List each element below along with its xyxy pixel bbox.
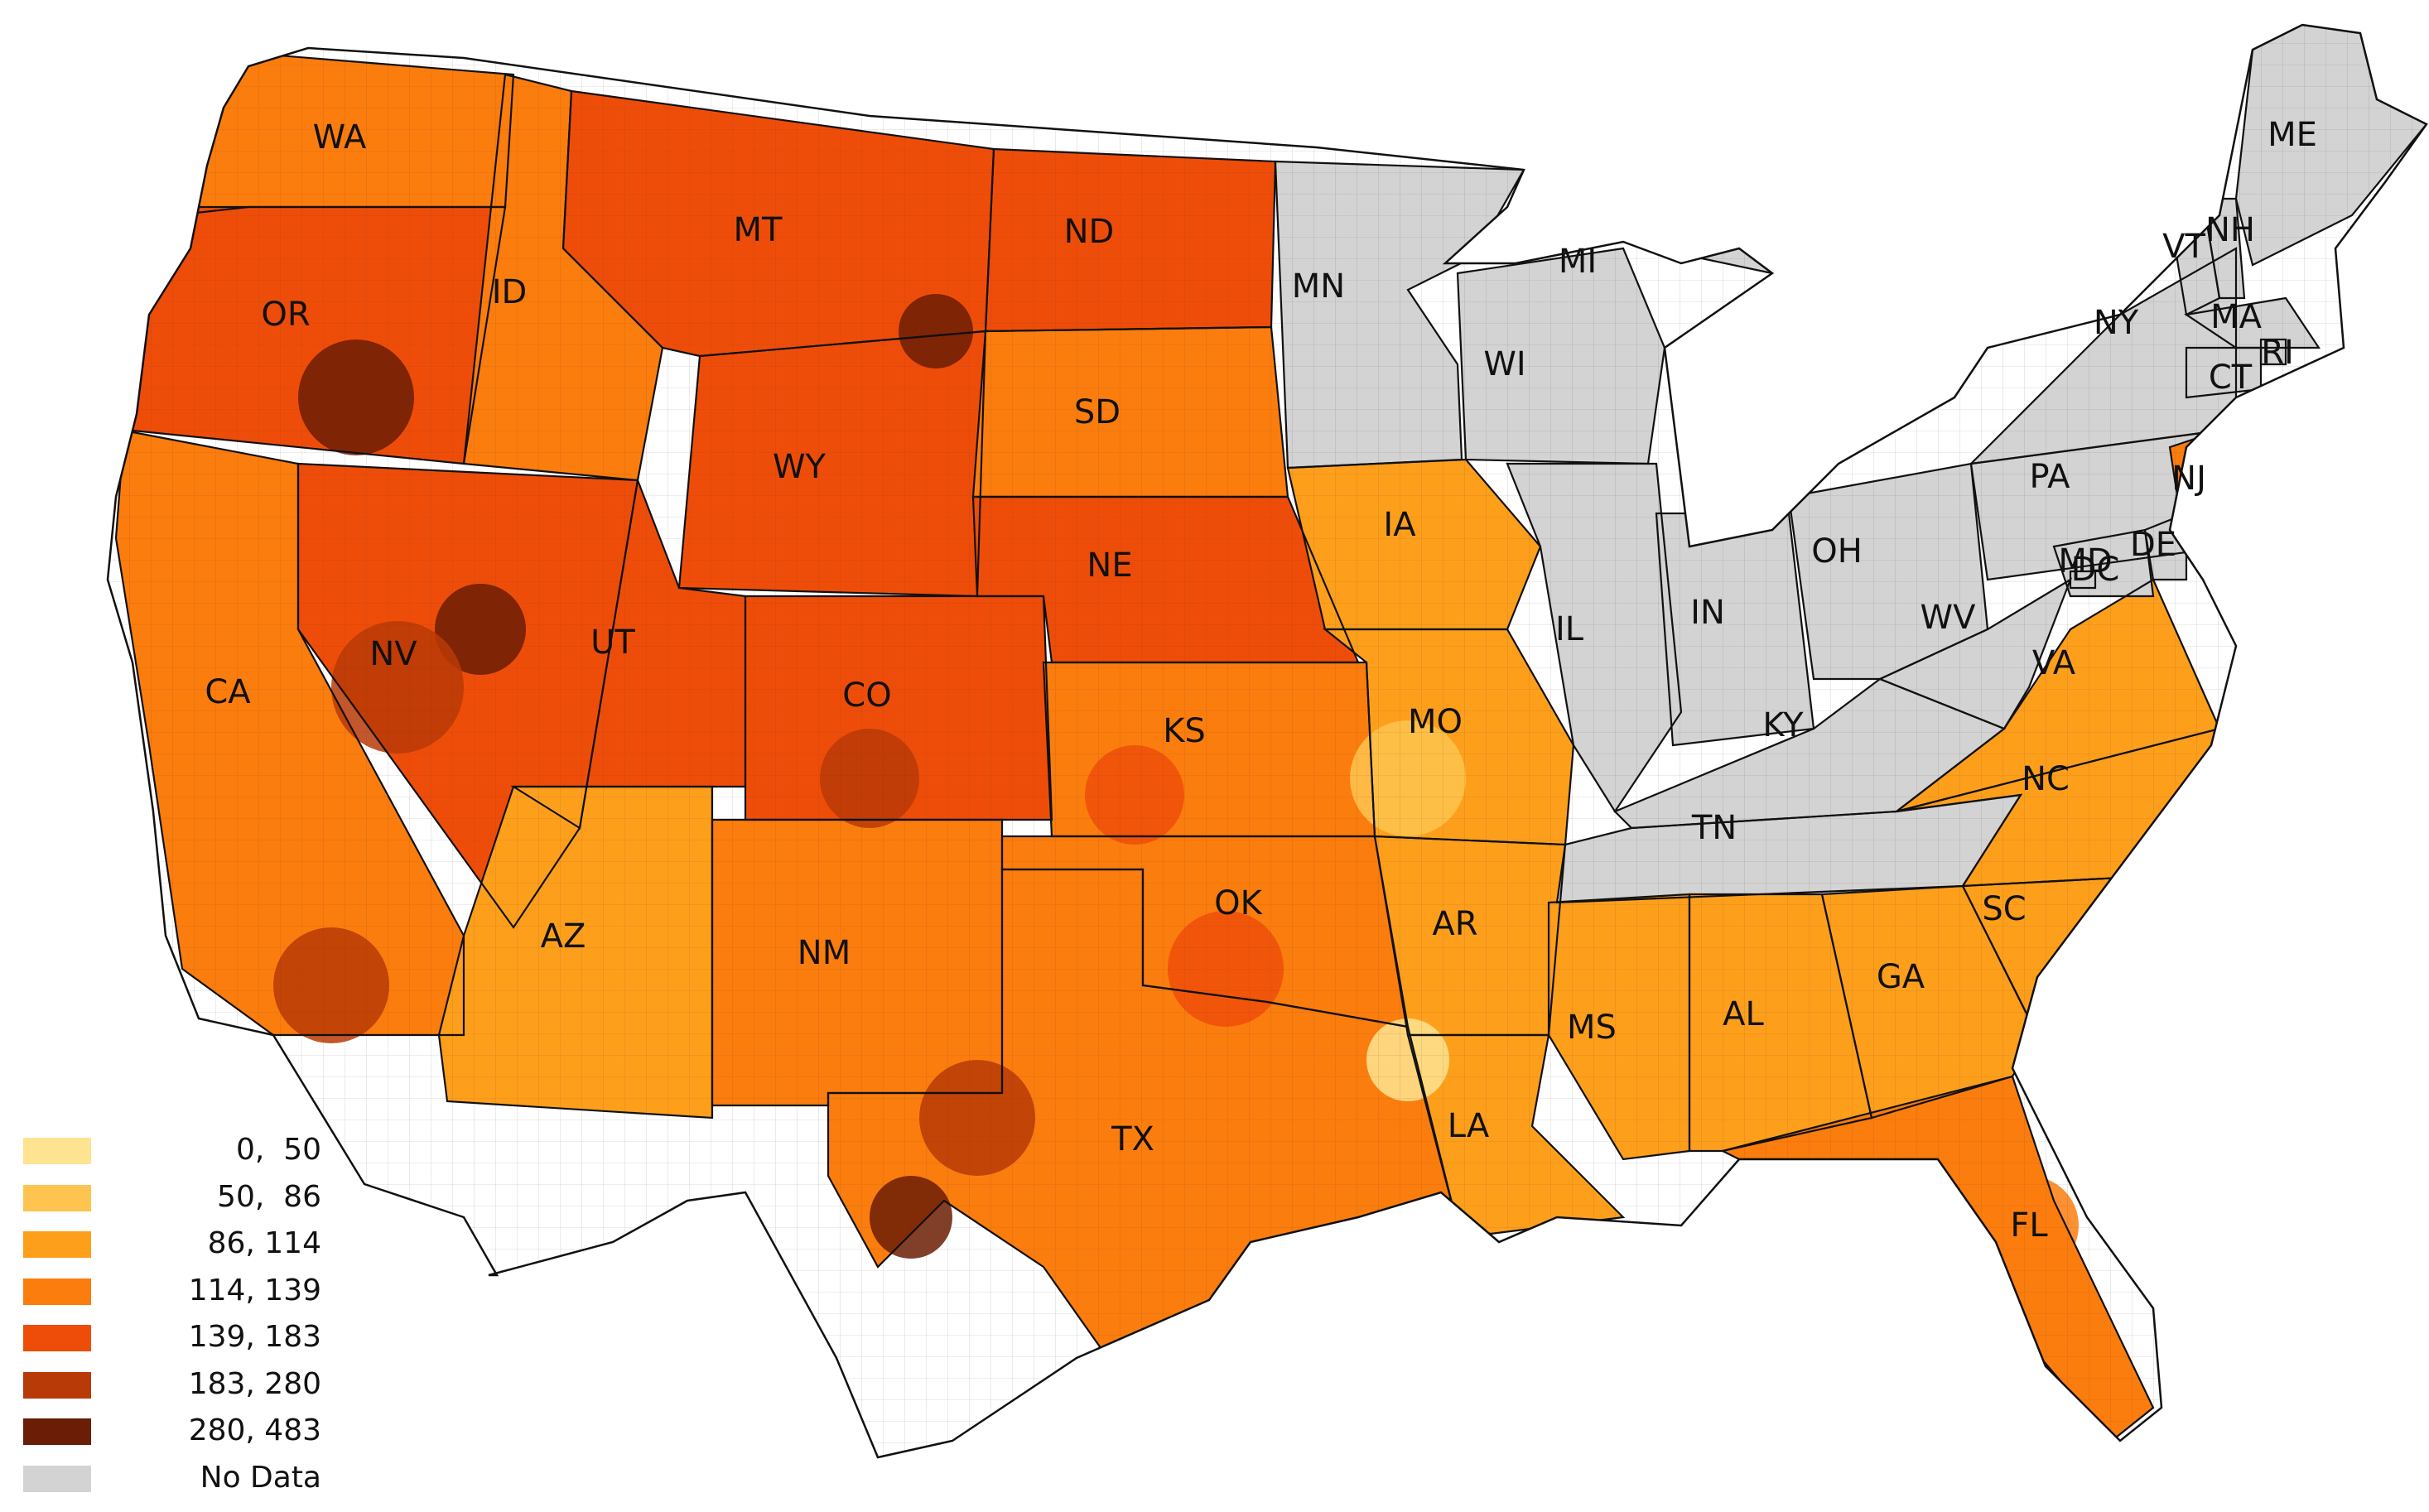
- legend-swatch: [23, 1418, 91, 1445]
- state-label-wa: WA: [313, 118, 367, 156]
- state-label-or: OR: [261, 296, 310, 334]
- state-border-md: [2052, 528, 2155, 598]
- state-border-ia: [1286, 458, 1542, 631]
- legend-item: No Data: [23, 1456, 321, 1503]
- state-label-az: AZ: [541, 917, 586, 956]
- state-label-dc: DC: [2071, 551, 2120, 589]
- legend-swatch: [23, 1184, 91, 1211]
- state-label-ca: CA: [205, 673, 251, 711]
- state-label-mi: MI: [1559, 243, 1597, 281]
- legend-label: No Data: [200, 1460, 321, 1495]
- state-label-ms: MS: [1567, 1009, 1617, 1047]
- state-label-nj: NJ: [2171, 460, 2206, 498]
- state-label-id: ID: [492, 273, 528, 311]
- legend-swatch: [23, 1138, 91, 1164]
- state-label-md: MD: [2058, 542, 2112, 580]
- state-label-sd: SD: [1074, 393, 1121, 431]
- state-label-mt: MT: [734, 211, 783, 249]
- state-border-al: [1688, 893, 1873, 1153]
- state-label-vt: VT: [2162, 228, 2205, 266]
- state-label-ma: MA: [2210, 298, 2263, 336]
- legend-item: 86, 114: [23, 1221, 321, 1269]
- state-border-ms: [1547, 893, 1691, 1161]
- legend-swatch: [23, 1371, 91, 1399]
- legend-item: 139, 183: [23, 1315, 321, 1362]
- legend-item: 114, 139: [23, 1269, 321, 1316]
- state-labels-layer: WA OR CA ID NV MT WY UT AZ CO NM ND SD NE KS OK TX MN IA MO…: [205, 116, 2317, 1245]
- state-label-ct: CT: [2209, 359, 2253, 397]
- legend-label: 86, 114: [207, 1226, 321, 1260]
- state-label-ne: NE: [1087, 547, 1132, 585]
- legend-item: 50, 86: [23, 1175, 321, 1222]
- state-label-ny: NY: [2094, 304, 2139, 342]
- state-label-ar: AR: [1432, 905, 1477, 943]
- state-label-co: CO: [842, 677, 891, 715]
- state-label-ks: KS: [1163, 712, 1206, 750]
- legend-label: 183, 280: [188, 1366, 321, 1401]
- state-label-ri: RI: [2261, 334, 2294, 372]
- state-border-nh: [2201, 197, 2246, 300]
- state-label-ok: OK: [1214, 884, 1263, 922]
- state-border-dc: [2069, 570, 2097, 590]
- state-label-ky: KY: [1762, 706, 1804, 744]
- legend-label: 139, 183: [188, 1320, 321, 1354]
- state-label-mo: MO: [1408, 703, 1463, 741]
- state-label-nv: NV: [369, 635, 417, 673]
- state-label-la: LA: [1448, 1107, 1490, 1145]
- state-label-nm: NM: [798, 934, 851, 972]
- state-border-ny: [1968, 247, 2238, 465]
- state-label-al: AL: [1723, 995, 1764, 1033]
- legend-label: 280, 483: [188, 1413, 321, 1447]
- legend-swatch: [23, 1278, 91, 1305]
- state-label-nd: ND: [1064, 213, 1115, 251]
- state-label-sc: SC: [1982, 890, 2026, 928]
- map-legend: 0, 50 50, 86 86, 114 114, 139 139, 183 183, 2…: [23, 1128, 321, 1502]
- state-label-nc: NC: [2022, 760, 2070, 798]
- legend-label: 0, 50: [235, 1133, 321, 1167]
- legend-item: 280, 483: [23, 1408, 321, 1456]
- state-label-ga: GA: [1877, 958, 1925, 996]
- state-label-nh: NH: [2205, 211, 2255, 249]
- state-label-tn: TN: [1691, 809, 1737, 847]
- state-border-wi: [1456, 247, 1666, 465]
- legend-item: 183, 280: [23, 1362, 321, 1409]
- state-label-wy: WY: [773, 448, 827, 486]
- state-label-in: IN: [1690, 594, 1725, 632]
- state-label-pa: PA: [2030, 458, 2071, 496]
- state-border-az: [437, 785, 714, 1120]
- legend-label: 50, 86: [217, 1179, 321, 1214]
- legend-swatch: [23, 1465, 91, 1492]
- state-border-wv: [1877, 577, 2073, 730]
- legend-swatch: [23, 1231, 91, 1258]
- state-label-wi: WI: [1483, 345, 1525, 383]
- state-label-de: DE: [2130, 526, 2176, 564]
- county-cluster: [1673, 348, 1772, 447]
- legend-label: 114, 139: [188, 1273, 321, 1307]
- state-label-oh: OH: [1811, 532, 1863, 571]
- legend-swatch: [23, 1325, 91, 1351]
- state-label-wv: WV: [1921, 599, 1977, 637]
- state-label-me: ME: [2268, 116, 2317, 154]
- state-border-va: [1896, 578, 2221, 813]
- state-label-fl: FL: [2010, 1206, 2048, 1245]
- state-label-il: IL: [1555, 610, 1584, 648]
- legend-item: 0, 50: [23, 1128, 321, 1175]
- state-label-va: VA: [2032, 644, 2076, 682]
- state-label-tx: TX: [1111, 1120, 1154, 1158]
- state-border-nv: [296, 462, 639, 929]
- state-label-ut: UT: [590, 624, 635, 662]
- state-border-ma: [2184, 296, 2321, 349]
- state-label-ia: IA: [1383, 506, 1416, 544]
- state-label-mn: MN: [1292, 267, 1345, 306]
